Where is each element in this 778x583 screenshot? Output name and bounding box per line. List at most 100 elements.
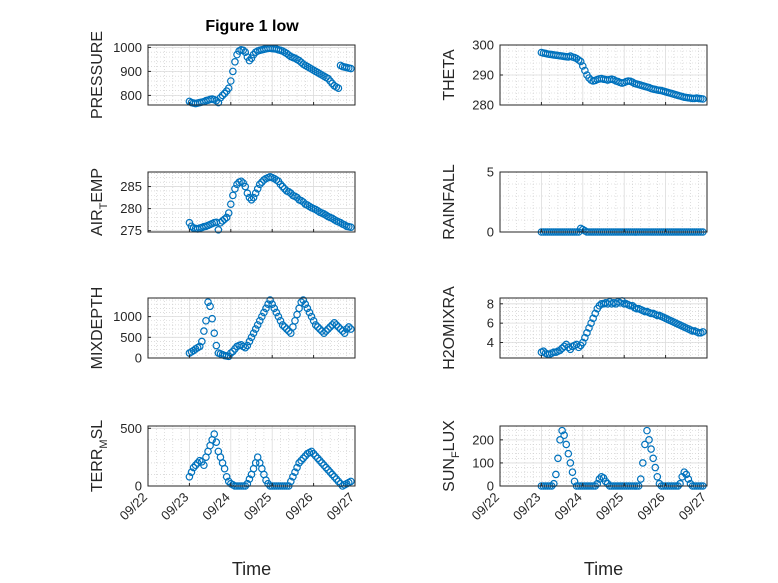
axes-5: 0 500 1000 MIXDEPTH: [89, 287, 356, 369]
data-point: [245, 56, 254, 65]
data-point: [297, 456, 305, 465]
data-point: [560, 342, 568, 351]
data-point: [320, 329, 328, 337]
data-point: [204, 298, 212, 306]
data-point: [340, 329, 349, 337]
data-point: [309, 449, 318, 458]
data-point: [334, 323, 343, 331]
data-point: [344, 323, 353, 331]
data-point: [576, 57, 585, 66]
data-point: [641, 440, 649, 449]
data-point: [626, 301, 635, 310]
data-point: [260, 308, 268, 317]
data-point: [243, 341, 252, 350]
data-point: [589, 314, 597, 323]
y-tick-label: 0: [487, 479, 494, 494]
data-point: [187, 222, 196, 231]
data-point: [682, 470, 691, 479]
data-point: [578, 62, 587, 70]
data-point: [556, 346, 564, 355]
axes-2: 280 290 300 THETA: [441, 38, 708, 113]
y-axis-label: PRESSURE: [89, 31, 106, 119]
data-point: [229, 191, 237, 200]
axes-box: [499, 425, 708, 487]
y-tick-label: 0: [135, 351, 142, 366]
data-point: [334, 477, 343, 486]
data-point: [574, 56, 583, 64]
data-point: [699, 95, 707, 103]
axes-box: [147, 171, 356, 233]
data-point: [585, 324, 593, 332]
data-point: [278, 321, 287, 329]
data-point: [560, 431, 568, 440]
data-point: [185, 472, 194, 481]
axes-4: 0 5 RAINFALL: [441, 164, 708, 240]
data-point: [276, 316, 285, 325]
data-point: [324, 466, 332, 474]
plot-area: [500, 172, 707, 232]
data-point: [251, 325, 260, 333]
axes-box: [147, 425, 356, 487]
data-point: [255, 316, 264, 325]
y-tick-label: 300: [472, 38, 494, 53]
axes-box: [147, 297, 356, 359]
data-point: [239, 46, 248, 55]
data-point: [578, 338, 587, 347]
data-point: [564, 449, 573, 458]
data-point: [220, 89, 229, 98]
y-tick-label: 500: [120, 421, 142, 436]
data-point: [295, 459, 303, 467]
data-point: [189, 463, 198, 472]
data-point: [270, 304, 279, 313]
data-point: [645, 436, 653, 444]
data-point: [324, 74, 332, 83]
y-tick-label: 285: [120, 179, 142, 194]
axes-3: 275 280 285 AIRTEMP: [89, 168, 356, 238]
data-point: [612, 300, 620, 308]
data-point: [241, 343, 250, 352]
y-axis-label: AIRTEMP: [89, 168, 110, 236]
data-point: [264, 300, 272, 309]
data-point: [305, 308, 314, 317]
data-point: [347, 477, 355, 486]
figure-title: Figure 1 low: [205, 18, 299, 35]
y-tick-label: 0: [135, 479, 142, 494]
data-point: [587, 319, 595, 327]
data-point: [227, 77, 235, 85]
data-point: [222, 213, 231, 222]
data-point: [297, 298, 305, 306]
y-tick-label: 100: [472, 455, 494, 470]
data-point: [229, 67, 237, 76]
data-point: [562, 440, 571, 449]
data-point: [284, 51, 293, 59]
data-point: [278, 182, 287, 191]
data-point: [206, 302, 214, 311]
data-point: [210, 329, 219, 337]
data-point: [241, 48, 250, 57]
data-point: [268, 300, 277, 309]
data-point: [558, 426, 566, 435]
data-point: [581, 333, 589, 342]
data-point: [593, 479, 602, 488]
data-point: [301, 300, 310, 309]
data-point: [191, 461, 200, 470]
data-point: [330, 319, 339, 327]
axes-box: [499, 171, 708, 233]
y-tick-label: 8: [487, 296, 494, 311]
data-point: [595, 301, 604, 310]
data-point: [334, 84, 343, 93]
data-point: [684, 475, 693, 483]
data-point: [338, 327, 347, 335]
data-point: [280, 323, 289, 331]
data-point: [330, 472, 339, 481]
data-point: [342, 325, 351, 333]
data-point: [332, 321, 341, 329]
data-point: [187, 468, 196, 476]
data-point: [253, 321, 262, 329]
axes-6: 4 6 8 H2OMIXRA: [441, 286, 708, 370]
data-point: [258, 312, 266, 321]
data-point: [332, 475, 341, 483]
data-point: [326, 468, 334, 476]
data-point: [291, 468, 299, 476]
